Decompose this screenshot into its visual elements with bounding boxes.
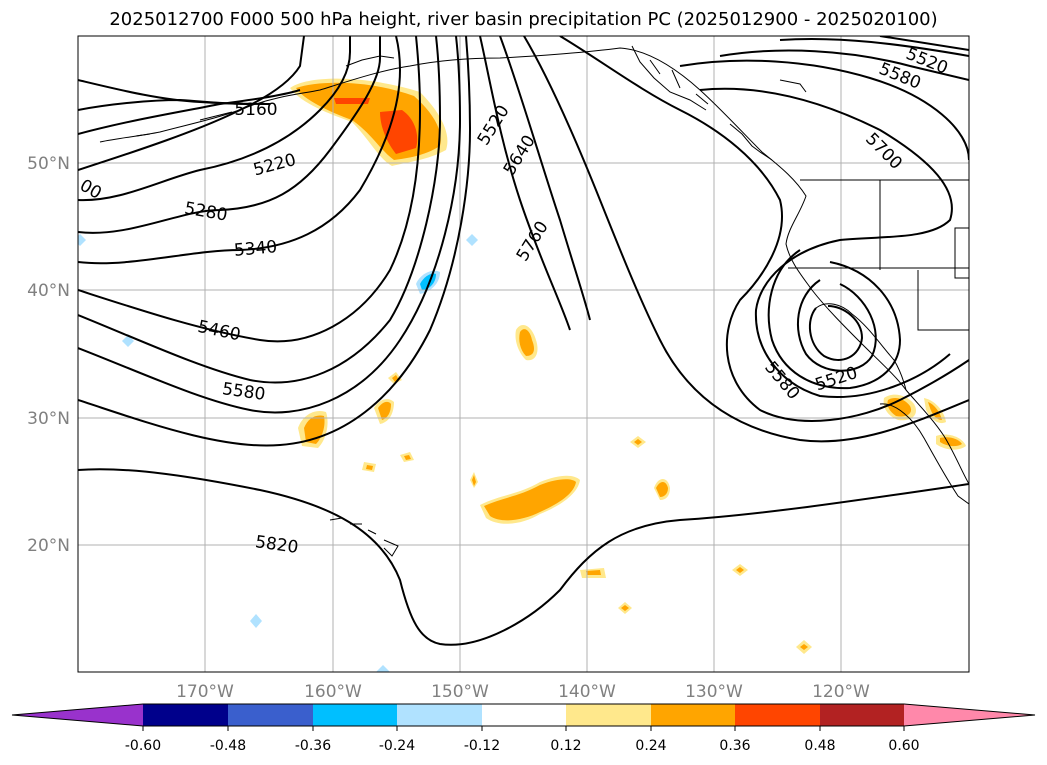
lon-label: 140°W [558,682,616,702]
colorbar-tick-label: -0.24 [379,738,415,754]
longitude-labels: 170°W 160°W 150°W 140°W 130°W 120°W [176,682,870,702]
map-title: 2025012700 F000 500 hPa height, river ba… [109,9,938,30]
colorbar-tick-label: 0.60 [888,738,919,754]
colorbar-tick-label: 0.48 [804,738,835,754]
contour-label: 5340 [233,237,278,261]
lat-label: 40°N [27,281,70,301]
colorbar-tick-label: -0.60 [125,738,161,754]
map-area: 5160 5220 5280 5340 5460 5580 5820 5520 … [78,36,969,672]
colorbar-extend-low [12,704,143,726]
lon-label: 130°W [685,682,743,702]
colorbar-swatch [143,704,228,726]
contour-label: 5160 [234,100,277,120]
map-frame [77,35,970,673]
colorbar-tick-label: 0.36 [719,738,750,754]
colorbar-swatch [482,704,566,726]
colorbar-extend-high [904,704,1035,726]
colorbar-tick-label: -0.48 [210,738,246,754]
lon-label: 160°W [304,682,362,702]
colorbar-tick-label: 0.24 [635,738,666,754]
colorbar-swatch [228,704,313,726]
colorbar-swatch [313,704,397,726]
lon-label: 120°W [812,682,870,702]
lon-label: 150°W [431,682,489,702]
colorbar-tick-label: -0.36 [295,738,331,754]
lon-label: 170°W [176,682,234,702]
colorbar-swatch [735,704,820,726]
colorbar: -0.60 -0.48 -0.36 -0.24 -0.12 0.12 0.24 … [11,703,1036,754]
colorbar-ticks [142,726,905,731]
lat-label: 20°N [27,536,70,556]
lat-label: 30°N [27,409,70,429]
colorbar-tick-label: -0.12 [464,738,500,754]
colorbar-swatch [820,704,904,726]
colorbar-swatch [651,704,735,726]
graticule [78,36,969,672]
lat-label: 50°N [27,154,70,174]
colorbar-swatch [397,704,482,726]
latitude-labels: 50°N 40°N 30°N 20°N [27,154,70,556]
height-contours [78,36,969,646]
colorbar-tick-label: 0.12 [550,738,581,754]
colorbar-swatch [566,704,651,726]
